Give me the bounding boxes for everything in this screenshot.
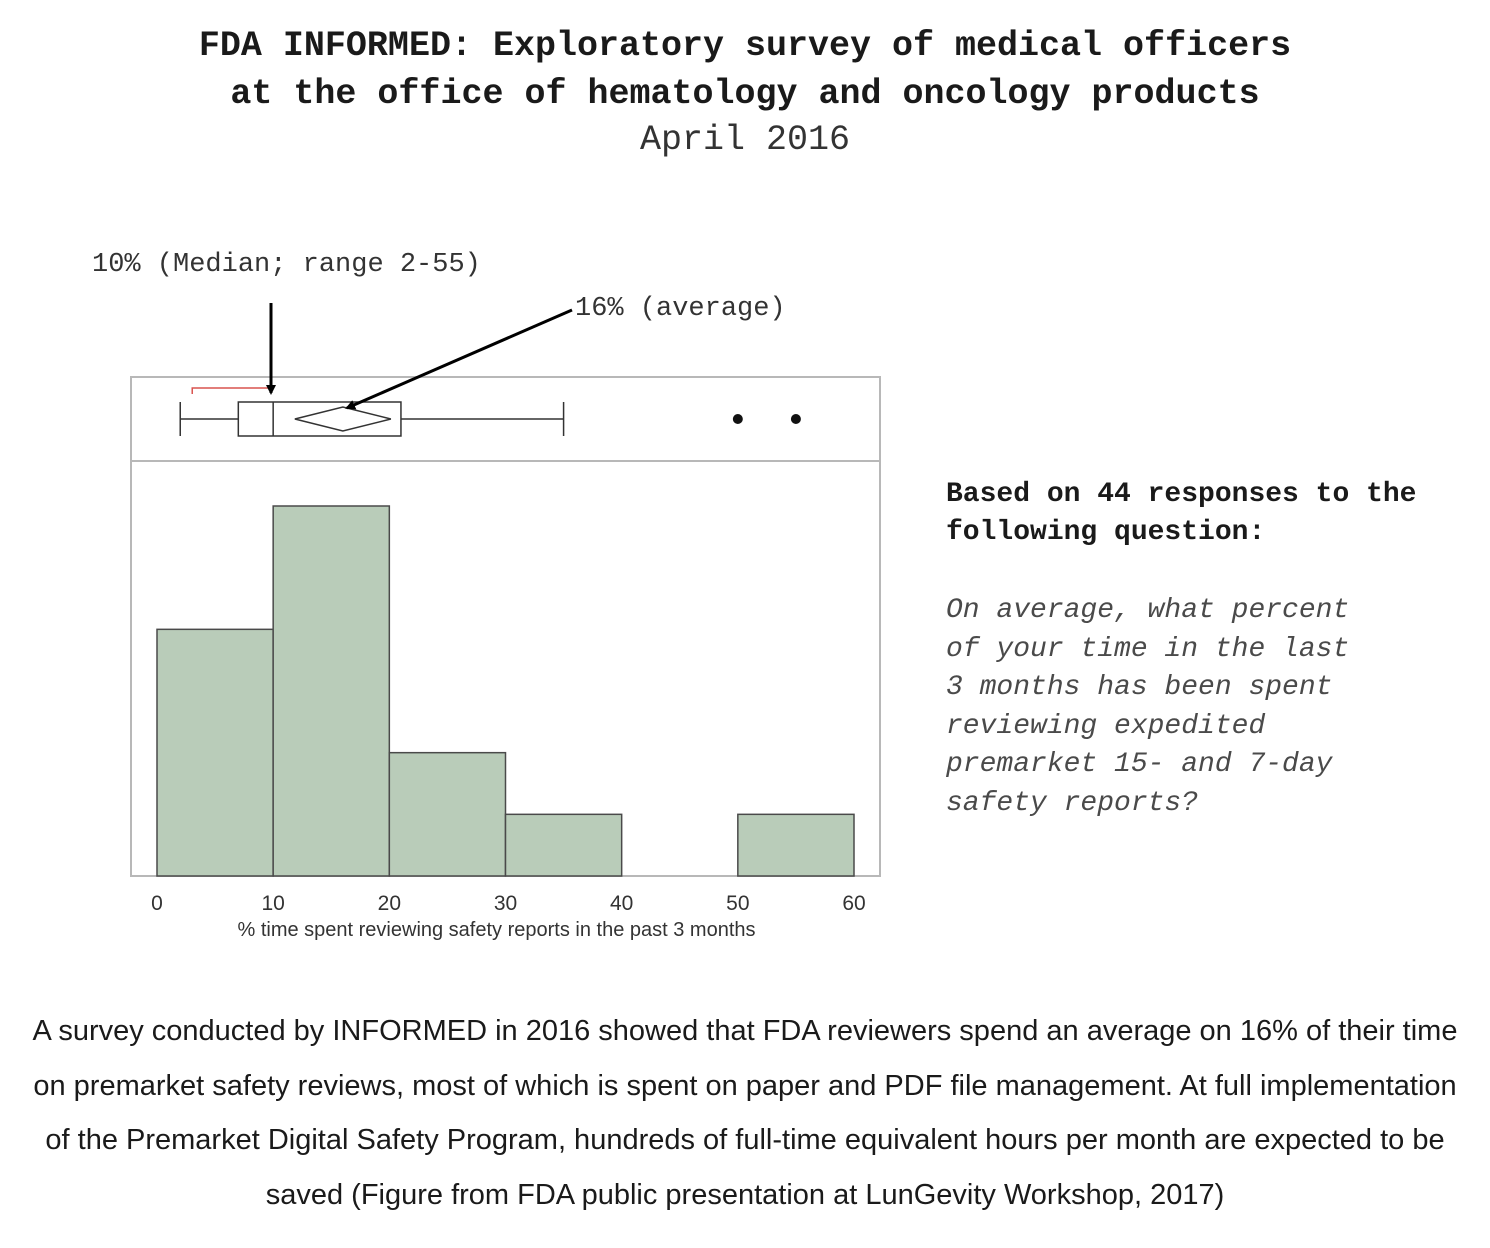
x-tick-label: 20 bbox=[378, 892, 401, 915]
histogram-bar bbox=[272, 505, 391, 877]
x-tick-label: 60 bbox=[842, 892, 865, 915]
histogram-bar bbox=[737, 813, 855, 877]
boxplot-outlier-point bbox=[732, 414, 743, 424]
x-tick-label: 30 bbox=[494, 892, 517, 915]
chart-title-line: at the office of hematology and oncology… bbox=[230, 74, 1260, 114]
histogram-bar bbox=[156, 628, 274, 877]
x-tick-label: 10 bbox=[261, 892, 284, 915]
boxplot-range-marker bbox=[191, 387, 274, 394]
boxplot-mean-diamond bbox=[294, 406, 392, 432]
responses-note: Based on 44 responses to the following q… bbox=[946, 479, 1417, 548]
x-tick-label: 50 bbox=[726, 892, 749, 915]
survey-question-line: premarket 15- and 7-day bbox=[946, 749, 1333, 781]
x-tick-label: 0 bbox=[151, 892, 163, 915]
survey-question-line: reviewing expedited bbox=[946, 710, 1266, 742]
median-annotation: 10% (Median; range 2-55) bbox=[92, 250, 481, 280]
survey-question-line: On average, what percent bbox=[946, 595, 1350, 626]
survey-question-line: 3 months has been spent bbox=[946, 672, 1333, 704]
x-tick-label: 40 bbox=[610, 892, 633, 915]
survey-question-line: of your time in the last bbox=[946, 633, 1350, 665]
average-annotation: 16% (average) bbox=[575, 294, 786, 324]
chart-date: April 2016 bbox=[639, 120, 851, 160]
average-arrow bbox=[345, 308, 573, 410]
boxplot-outlier-point bbox=[790, 414, 801, 424]
survey-question-line: safety reports? bbox=[946, 787, 1199, 819]
chart-title-line: FDA INFORMED: Exploratory survey of medi… bbox=[198, 26, 1292, 66]
histogram-chart: 0 10 20 30 40 50 60 % time spent reviewing saf… bbox=[130, 303, 881, 941]
histogram-bar bbox=[504, 813, 623, 877]
chart-title: FDA INFORMED: Exploratory survey of medi… bbox=[0, 22, 1490, 118]
figure-caption: A survey conducted by INFORMED in 2016 s… bbox=[32, 1015, 1458, 1211]
histogram-bar bbox=[388, 751, 507, 877]
x-axis-label: % time spent reviewing safety reports in… bbox=[237, 919, 755, 941]
survey-question: On average, what percent of your time in … bbox=[946, 592, 1466, 824]
